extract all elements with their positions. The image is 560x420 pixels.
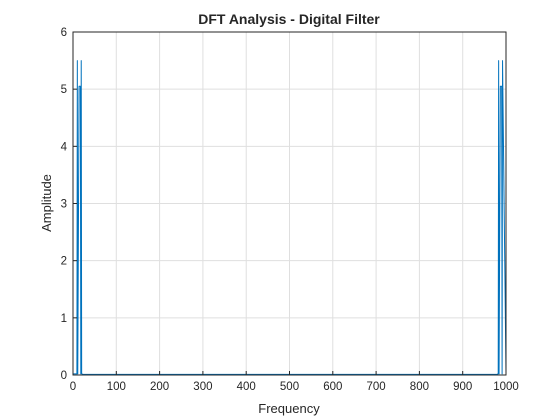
x-axis-ticks: 0 100 200 300 400 500 600 700 800 900 1000 xyxy=(70,371,519,393)
x-tick-label: 900 xyxy=(453,381,472,393)
y-axis-label: Amplitude xyxy=(39,174,54,232)
plot-box xyxy=(72,31,507,376)
x-tick-label: 500 xyxy=(280,381,299,393)
x-tick-label: 200 xyxy=(150,381,169,393)
y-tick-label: 1 xyxy=(61,313,67,325)
x-tick-label: 700 xyxy=(367,381,386,393)
x-tick-label: 0 xyxy=(70,381,76,393)
y-tick-label: 5 xyxy=(61,84,67,96)
x-tick-label: 400 xyxy=(237,381,256,393)
x-tick-label: 300 xyxy=(193,381,212,393)
x-tick-label: 600 xyxy=(323,381,342,393)
y-tick-label: 2 xyxy=(61,256,67,268)
y-tick-label: 3 xyxy=(61,199,67,211)
x-tick-label: 800 xyxy=(410,381,429,393)
x-tick-label: 100 xyxy=(107,381,126,393)
y-axis-ticks: 0 1 2 3 4 5 6 xyxy=(61,27,77,382)
y-tick-label: 4 xyxy=(61,141,68,153)
chart-title: DFT Analysis - Digital Filter xyxy=(198,11,380,27)
data-series xyxy=(73,60,507,375)
series-line xyxy=(73,60,507,375)
y-tick-label: 6 xyxy=(61,27,67,39)
x-tick-label: 1000 xyxy=(493,381,519,393)
y-tick-label: 0 xyxy=(61,370,67,382)
x-axis-label: Frequency xyxy=(258,401,320,416)
